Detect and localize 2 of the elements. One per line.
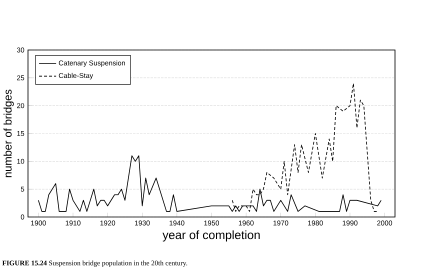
y-axis-title: number of bridges — [4, 90, 14, 178]
x-axis-title: year of completion — [162, 230, 260, 242]
